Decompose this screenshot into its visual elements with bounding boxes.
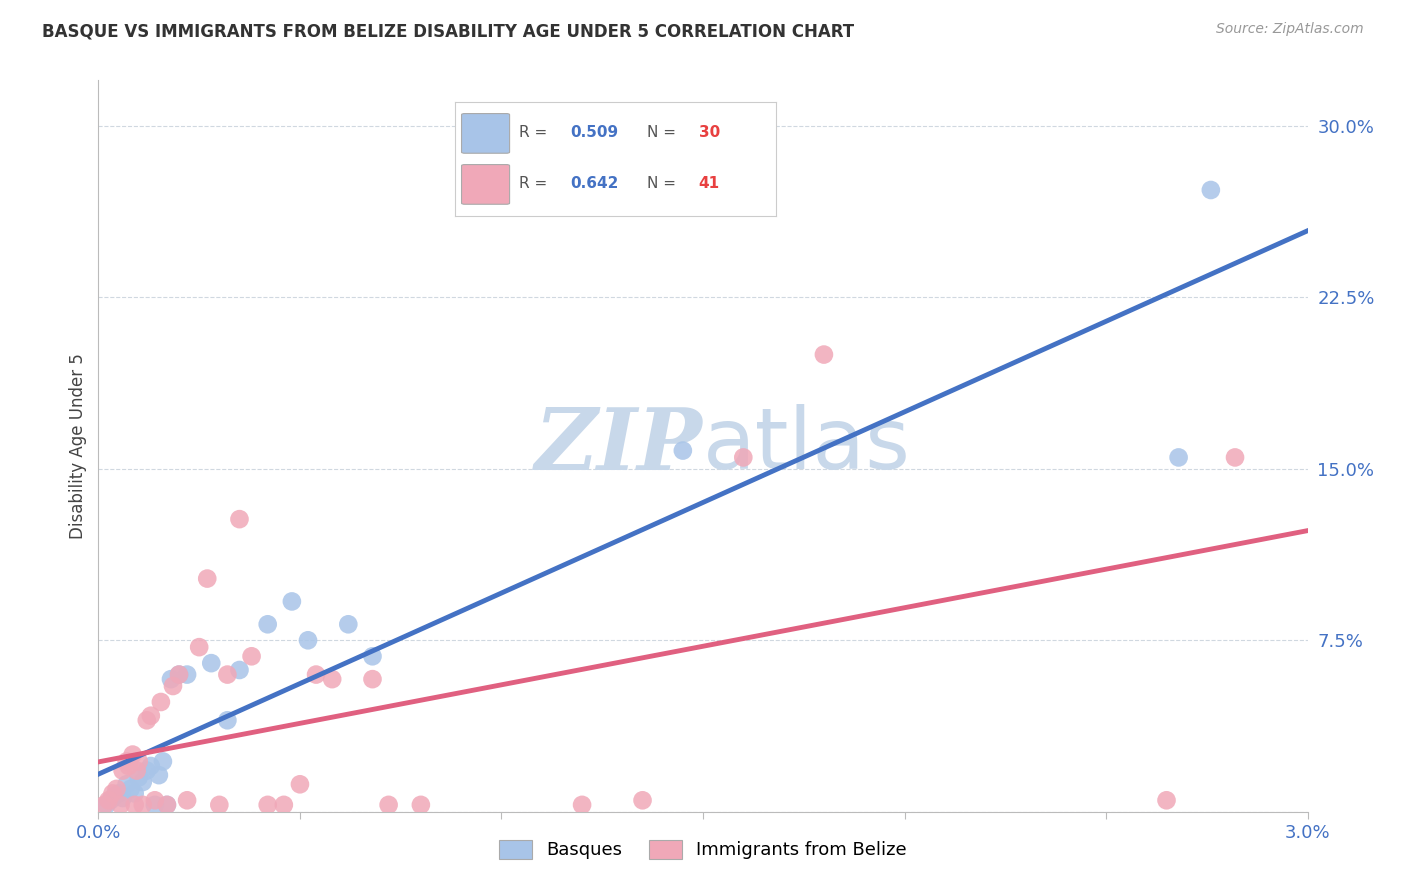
Point [176,793,198,807]
Point [118,759,141,773]
Point [297,633,319,648]
Point [1156,793,1178,807]
Point [121,747,143,762]
Point [288,777,311,791]
Point [139,708,162,723]
Point [217,667,239,681]
Point [361,672,384,686]
Point [240,649,263,664]
Point [195,572,218,586]
Point [156,797,179,812]
Point [135,714,157,728]
Point [111,791,134,805]
Point [256,617,278,632]
Point [321,672,343,686]
Point [409,797,432,812]
Point [631,793,654,807]
Point [105,781,128,796]
Point [115,777,138,791]
Point [167,667,190,681]
Point [160,672,183,686]
Point [148,768,170,782]
Point [149,695,172,709]
Point [115,755,138,769]
Point [125,764,148,778]
Point [337,617,360,632]
Point [152,755,174,769]
Point [111,764,134,778]
Text: BASQUE VS IMMIGRANTS FROM BELIZE DISABILITY AGE UNDER 5 CORRELATION CHART: BASQUE VS IMMIGRANTS FROM BELIZE DISABIL… [42,22,855,40]
Point [93,797,115,812]
Point [128,755,150,769]
Point [361,649,384,664]
Point [377,797,399,812]
Point [96,797,118,812]
Point [124,797,146,812]
Point [128,771,150,785]
Point [217,714,239,728]
Point [571,797,593,812]
Point [167,667,190,681]
Point [256,797,278,812]
Point [107,787,129,801]
Point [228,663,250,677]
Point [305,667,328,681]
Point [132,775,155,789]
Point [281,594,304,608]
Point [1199,183,1222,197]
Point [1167,450,1189,465]
Point [273,797,295,812]
Text: ZIP: ZIP [536,404,703,488]
Text: Source: ZipAtlas.com: Source: ZipAtlas.com [1216,22,1364,37]
Point [139,759,162,773]
Point [1223,450,1246,465]
Point [162,679,184,693]
Point [228,512,250,526]
Point [143,797,166,812]
Point [120,781,142,796]
Point [124,787,146,801]
Point [103,789,125,803]
Point [813,347,835,362]
Point [101,787,124,801]
Point [733,450,755,465]
Point [156,797,179,812]
Point [208,797,231,812]
Point [132,797,155,812]
Text: atlas: atlas [703,404,911,488]
Point [135,764,157,778]
Point [672,443,695,458]
Point [110,797,132,812]
Point [97,793,120,807]
Point [176,667,198,681]
Point [188,640,211,655]
Y-axis label: Disability Age Under 5: Disability Age Under 5 [69,353,87,539]
Point [100,793,122,807]
Point [143,793,166,807]
Point [200,656,222,670]
Legend: Basques, Immigrants from Belize: Basques, Immigrants from Belize [491,831,915,869]
